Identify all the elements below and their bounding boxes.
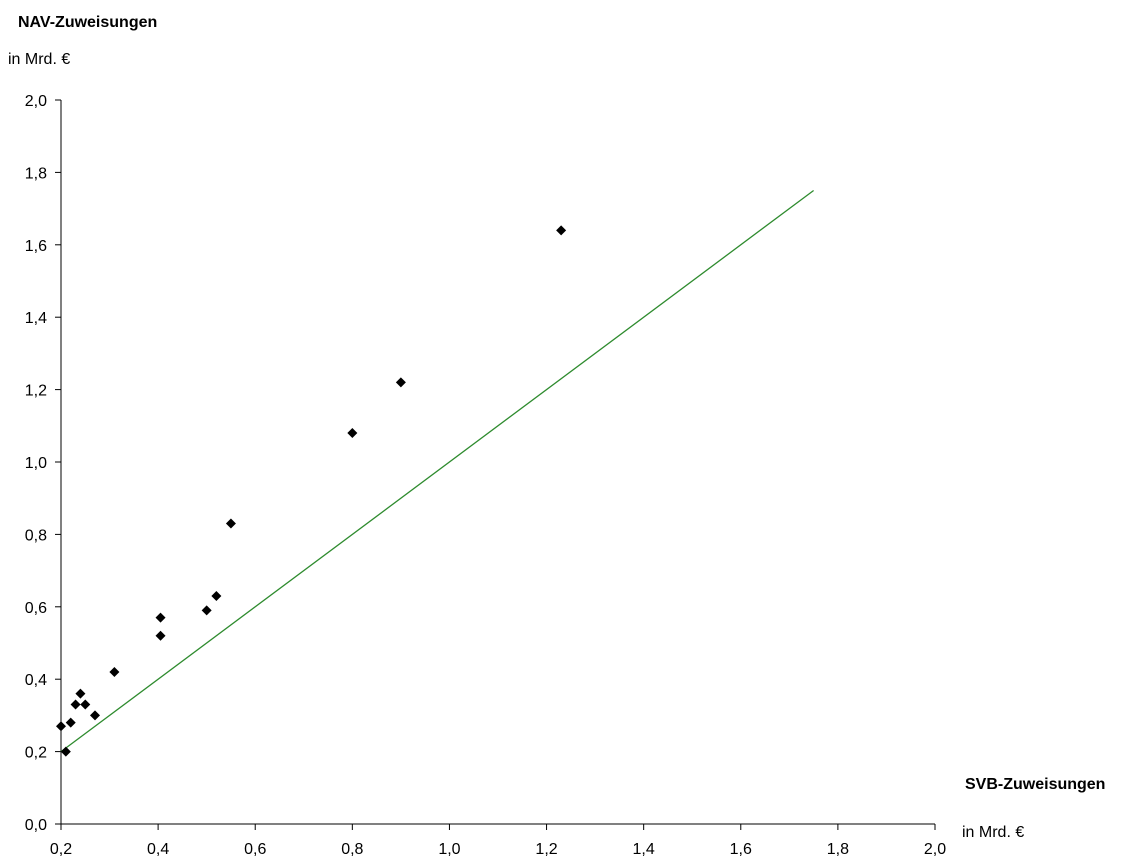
y-axis-title: NAV-Zuweisungen [18, 14, 158, 31]
data-point [347, 428, 358, 439]
data-point [56, 721, 66, 732]
data-point [65, 717, 76, 728]
x-tick-label: 0,8 [341, 841, 363, 858]
data-point [70, 699, 81, 710]
x-axis-title: SVB-Zuweisungen [965, 776, 1106, 793]
x-tick-label: 1,4 [633, 841, 655, 858]
x-tick-label: 2,0 [924, 841, 946, 858]
y-tick-label: 0,2 [25, 745, 47, 762]
x-tick-label: 1,2 [535, 841, 557, 858]
axes: 0,00,20,40,60,81,01,21,41,61,82,00,2 0,4 0… [25, 93, 946, 858]
data-points [56, 225, 567, 757]
y-tick-label: 0,4 [25, 672, 47, 689]
y-tick-label: 0,6 [25, 600, 47, 617]
y-tick-label: 1,0 [25, 455, 47, 472]
x-tick-label: 0,2 [50, 841, 72, 858]
x-tick-label: 1,8 [827, 841, 849, 858]
data-point [155, 612, 166, 623]
x-tick-label: 1,0 [438, 841, 460, 858]
y-tick-label: 1,2 [25, 383, 47, 400]
data-point [201, 605, 212, 616]
data-point [109, 666, 120, 677]
x-tick-label: 0,4 [147, 841, 169, 858]
data-point [80, 699, 91, 710]
y-tick-label: 0,0 [25, 817, 47, 834]
reference-line-group [60, 189, 814, 753]
data-point [211, 590, 222, 601]
x-tick-label: 1,6 [730, 841, 752, 858]
data-point [225, 518, 236, 529]
data-point [89, 710, 100, 721]
data-point [556, 225, 567, 236]
data-point [395, 377, 406, 388]
y-tick-label: 1,8 [25, 165, 47, 182]
x-tick-label: 0,6 [244, 841, 266, 858]
y-tick-label: 1,6 [25, 238, 47, 255]
reference-line [60, 189, 814, 753]
data-point [60, 746, 71, 757]
y-tick-label: 1,4 [25, 310, 47, 327]
y-tick-label: 2,0 [25, 93, 47, 110]
data-point [155, 630, 166, 641]
data-point [75, 688, 86, 699]
y-axis-unit: in Mrd. € [8, 51, 71, 68]
x-axis-unit: in Mrd. € [962, 824, 1025, 841]
y-tick-label: 0,8 [25, 527, 47, 544]
